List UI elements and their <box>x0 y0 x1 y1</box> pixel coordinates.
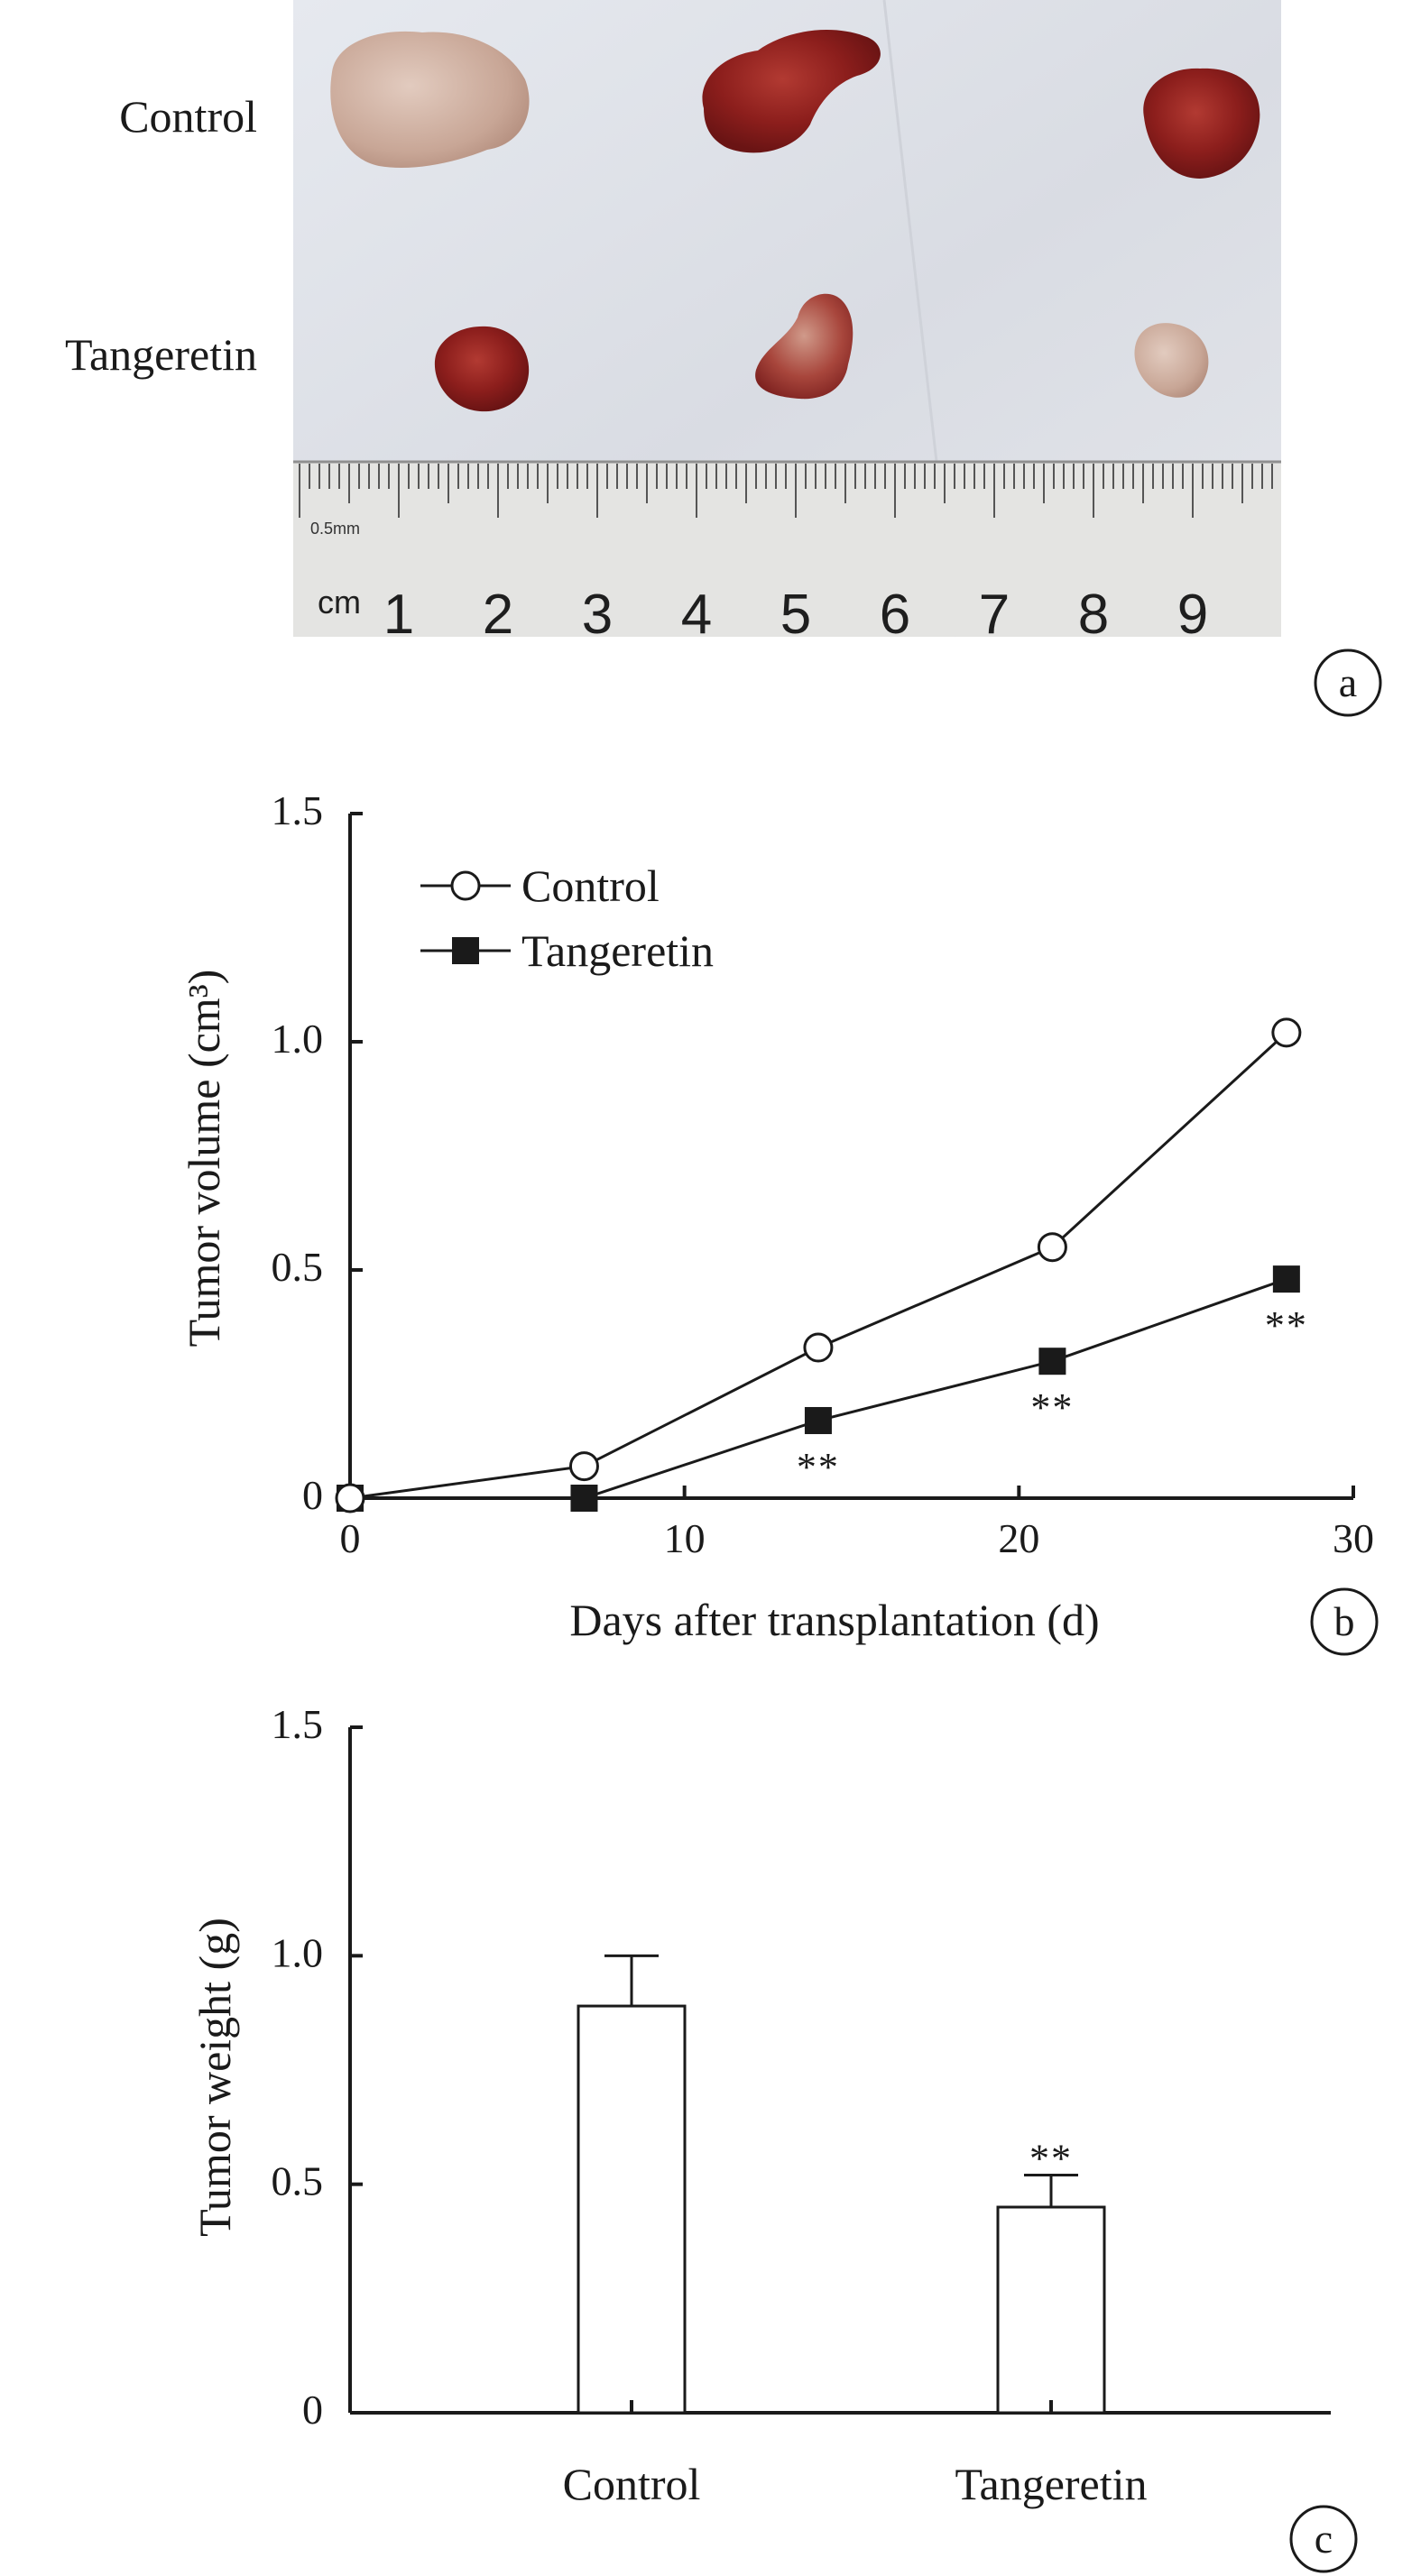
bar-chart-y-tick-label: 1.5 <box>272 1701 324 1747</box>
ruler-small-label: 0.5mm <box>310 520 360 538</box>
panel-letter-c-circle <box>1289 2505 1358 2573</box>
control-marker <box>568 1451 599 1482</box>
tumor-tangeretin-2 <box>755 293 854 400</box>
ruler-body <box>293 462 1281 637</box>
ruler-number: 8 <box>1078 584 1109 646</box>
tumor-control-1 <box>330 31 530 168</box>
tumor-tangeretin-1 <box>434 326 530 412</box>
ruler-number: 5 <box>780 584 811 646</box>
line-chart-legend: Control Tangeretin <box>420 860 714 976</box>
significance-label: ** <box>1265 1303 1308 1348</box>
ruler-number: 4 <box>681 584 712 646</box>
significance-label: ** <box>797 1445 840 1489</box>
ruler-number: 7 <box>979 584 1010 646</box>
tangeretin-marker <box>1038 1348 1066 1375</box>
control-marker <box>1271 1017 1302 1048</box>
line-chart-x-axis-title: Days after transplantation (d) <box>569 1595 1099 1645</box>
ruler-number: 1 <box>383 584 414 646</box>
bar-tangeretin <box>996 2205 1106 2415</box>
bar-chart-axes: 0 0.5 1.0 1.5 <box>272 1701 1331 2433</box>
legend-label: Tangeretin <box>521 925 714 976</box>
tangeretin-marker <box>452 937 479 964</box>
control-marker <box>335 1483 365 1513</box>
tumor-control-2 <box>702 30 881 153</box>
legend-label: Control <box>521 860 660 911</box>
row-label-tangeretin: Tangeretin <box>65 329 257 380</box>
control-marker <box>1037 1232 1067 1263</box>
line-chart-x-tick-label: 20 <box>998 1515 1039 1561</box>
panel-letter-c: c <box>1315 2516 1333 2562</box>
tangeretin-marker <box>1272 1265 1300 1293</box>
ruler: 0.5mm cm 1 2 3 4 5 6 7 8 9 <box>293 460 1281 646</box>
line-chart-x-tick-label: 30 <box>1333 1515 1374 1561</box>
ruler-numbers: 1 2 3 4 5 6 7 8 9 <box>383 584 1208 646</box>
panel-letter-a-circle <box>1314 649 1382 717</box>
panel-letter-a: a <box>1339 659 1357 705</box>
ruler-number: 2 <box>483 584 513 646</box>
ruler-number: 9 <box>1177 584 1208 646</box>
line-chart-y-axis-title: Tumor volume (cm³) <box>179 970 229 1348</box>
line-chart-y-tick-label: 1.5 <box>272 787 324 833</box>
tumor-tangeretin-3 <box>1134 323 1209 398</box>
bar-chart-y-tick-label: 0.5 <box>272 2158 324 2204</box>
ruler-number: 3 <box>582 584 613 646</box>
bar-chart-y-tick-label: 1.0 <box>272 1929 324 1975</box>
ruler-unit-label: cm <box>318 584 361 621</box>
line-chart-y-tick-label: 1.0 <box>272 1016 324 1062</box>
tumor-control-3 <box>1143 68 1260 179</box>
bar-chart-bars: Control Tangeretin <box>563 1954 1148 2509</box>
line-chart-y-tick-label: 0.5 <box>272 1244 324 1290</box>
panel-letter-b-circle <box>1310 1587 1379 1656</box>
line-chart-x-tick-label: 10 <box>664 1515 706 1561</box>
significance-label: ** <box>1030 1385 1074 1430</box>
tangeretin-marker <box>570 1485 598 1512</box>
bar-chart-category-label: Tangeretin <box>955 2459 1147 2509</box>
panel-a-photo: Control Tangeretin 0.5mm cm 1 2 3 4 5 6 7 8 9 a <box>65 0 1382 717</box>
line-chart-axes: 0 0.5 1.0 1.5 0 10 20 30 <box>272 787 1375 1561</box>
row-label-control: Control <box>119 91 257 142</box>
line-chart-annotations: ** ** ** <box>797 1303 1308 1489</box>
control-marker <box>450 870 481 901</box>
panel-b-line-chart: 0 0.5 1.0 1.5 0 10 20 30 ** ** ** Control Tangeret… <box>179 787 1379 1656</box>
panel-c-bar-chart: 0 0.5 1.0 1.5 Control Tangeretin ** Tumor we… <box>189 1701 1358 2573</box>
tangeretin-marker <box>804 1406 832 1434</box>
line-chart-y-tick-label: 0 <box>302 1472 323 1518</box>
ruler-number: 6 <box>880 584 910 646</box>
bar-chart-y-tick-label: 0 <box>302 2387 323 2433</box>
significance-label: ** <box>1029 2137 1073 2181</box>
line-chart-markers <box>335 1017 1302 1513</box>
control-marker <box>803 1332 834 1363</box>
ruler-ticks <box>299 464 1273 518</box>
bar-chart-category-label: Control <box>563 2459 701 2509</box>
panel-letter-b: b <box>1334 1598 1355 1644</box>
line-chart-x-tick-label: 0 <box>340 1515 361 1561</box>
bar-chart-annotations: ** <box>1029 2137 1073 2181</box>
bar-control <box>577 2004 687 2415</box>
bar-chart-y-axis-title: Tumor weight (g) <box>189 1918 240 2237</box>
